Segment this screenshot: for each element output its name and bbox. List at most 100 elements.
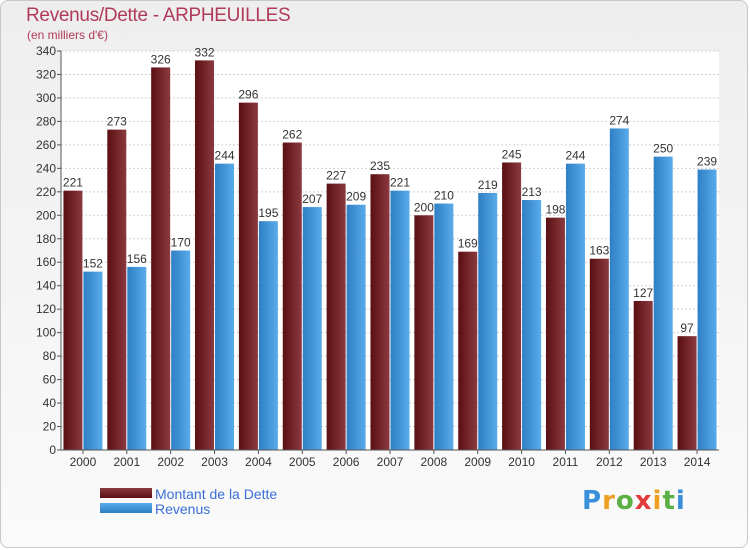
y-tick-label: 60 bbox=[43, 373, 57, 387]
bar-revenue bbox=[609, 128, 629, 450]
data-label-revenue: 210 bbox=[434, 189, 454, 203]
y-tick-label: 260 bbox=[36, 138, 56, 152]
y-tick-label: 200 bbox=[36, 208, 56, 222]
bar-revenue bbox=[390, 190, 410, 450]
data-label-debt: 163 bbox=[589, 244, 609, 258]
logo-letter: t bbox=[662, 486, 676, 516]
bar-debt bbox=[589, 258, 609, 450]
bar-debt bbox=[195, 60, 215, 450]
logo-letter: i bbox=[675, 486, 686, 516]
bar-revenue bbox=[522, 200, 542, 450]
data-label-revenue: 221 bbox=[390, 176, 410, 190]
data-label-revenue: 213 bbox=[522, 185, 542, 199]
bar-debt bbox=[151, 67, 171, 450]
data-label-debt: 227 bbox=[326, 169, 346, 183]
bar-debt bbox=[282, 142, 302, 451]
logo-letter: r bbox=[602, 486, 616, 516]
bar-debt bbox=[238, 102, 258, 451]
y-tick-label: 220 bbox=[36, 185, 56, 199]
data-label-debt: 198 bbox=[545, 203, 565, 217]
y-tick-label: 320 bbox=[36, 67, 56, 81]
data-label-debt: 332 bbox=[195, 45, 215, 59]
bar-revenue bbox=[171, 250, 191, 450]
bar-debt bbox=[414, 215, 434, 450]
bar-debt bbox=[677, 336, 697, 450]
logo-letter: x bbox=[634, 486, 653, 516]
data-label-revenue: 239 bbox=[697, 155, 717, 169]
data-label-revenue: 152 bbox=[83, 257, 103, 271]
logo-letter: P bbox=[582, 486, 603, 516]
proxiti-logo: Proxiti bbox=[582, 486, 686, 516]
data-label-revenue: 274 bbox=[609, 113, 629, 127]
bar-revenue bbox=[215, 163, 235, 451]
data-label-debt: 262 bbox=[282, 128, 302, 142]
x-tick-label: 2003 bbox=[201, 455, 228, 469]
bar-revenue bbox=[258, 221, 278, 450]
y-tick-label: 240 bbox=[36, 161, 56, 175]
bar-revenue bbox=[127, 266, 147, 450]
x-tick-label: 2013 bbox=[640, 455, 667, 469]
bar-revenue bbox=[434, 203, 454, 450]
x-tick-label: 2008 bbox=[421, 455, 448, 469]
logo-letter: o bbox=[615, 486, 635, 516]
bar-debt bbox=[107, 129, 127, 450]
y-tick-label: 280 bbox=[36, 114, 56, 128]
data-label-revenue: 195 bbox=[258, 206, 278, 220]
bar-debt bbox=[326, 183, 346, 450]
data-label-revenue: 250 bbox=[653, 142, 673, 156]
data-label-revenue: 156 bbox=[127, 252, 147, 266]
bar-revenue bbox=[478, 192, 498, 450]
x-tick-label: 2012 bbox=[596, 455, 623, 469]
data-label-debt: 169 bbox=[458, 237, 478, 251]
data-label-debt: 127 bbox=[633, 286, 653, 300]
y-tick-label: 120 bbox=[36, 302, 56, 316]
bar-debt bbox=[458, 251, 478, 450]
bar-debt bbox=[545, 217, 565, 450]
x-tick-label: 2000 bbox=[70, 455, 97, 469]
x-tick-label: 2010 bbox=[508, 455, 535, 469]
legend-swatch-revenue bbox=[100, 503, 152, 513]
legend-label-revenue: Revenus bbox=[155, 501, 211, 517]
plot-area bbox=[61, 51, 719, 450]
data-label-debt: 97 bbox=[680, 321, 694, 335]
y-tick-label: 140 bbox=[36, 279, 56, 293]
x-tick-label: 2005 bbox=[289, 455, 316, 469]
x-tick-label: 2009 bbox=[464, 455, 491, 469]
bar-debt bbox=[633, 300, 653, 450]
bar-revenue bbox=[565, 163, 585, 451]
y-tick-label: 180 bbox=[36, 232, 56, 246]
y-tick-label: 340 bbox=[36, 44, 56, 58]
x-tick-label: 2011 bbox=[553, 455, 579, 469]
bar-debt bbox=[502, 162, 522, 450]
bar-revenue bbox=[653, 156, 673, 450]
chart-title: Revenus/Dette - ARPHEUILLES bbox=[26, 5, 291, 26]
legend-label-debt: Montant de la Dette bbox=[155, 486, 278, 502]
data-label-revenue: 207 bbox=[302, 192, 322, 206]
x-tick-label: 2002 bbox=[157, 455, 184, 469]
y-tick-label: 80 bbox=[43, 349, 57, 363]
data-label-revenue: 244 bbox=[215, 149, 235, 163]
data-label-debt: 200 bbox=[414, 200, 434, 214]
logo-letter: i bbox=[652, 486, 663, 516]
x-tick-label: 2007 bbox=[377, 455, 404, 469]
data-label-debt: 296 bbox=[238, 88, 258, 102]
legend-swatch-debt bbox=[100, 488, 152, 498]
bar-revenue bbox=[83, 271, 103, 450]
data-label-debt: 245 bbox=[502, 147, 522, 161]
data-label-revenue: 170 bbox=[171, 236, 191, 250]
bar-revenue bbox=[302, 207, 322, 450]
chart-subtitle: (en milliers d'€) bbox=[27, 28, 108, 42]
y-tick-label: 40 bbox=[43, 396, 57, 410]
bar-revenue bbox=[697, 169, 717, 450]
data-label-debt: 273 bbox=[107, 115, 127, 129]
bar-debt bbox=[370, 174, 390, 450]
y-tick-label: 100 bbox=[36, 326, 56, 340]
bar-debt bbox=[63, 190, 83, 450]
x-tick-label: 2001 bbox=[113, 455, 140, 469]
data-label-revenue: 244 bbox=[565, 149, 585, 163]
y-tick-label: 20 bbox=[43, 420, 57, 434]
x-tick-label: 2014 bbox=[684, 455, 711, 469]
data-label-debt: 235 bbox=[370, 159, 390, 173]
y-tick-label: 160 bbox=[36, 255, 56, 269]
